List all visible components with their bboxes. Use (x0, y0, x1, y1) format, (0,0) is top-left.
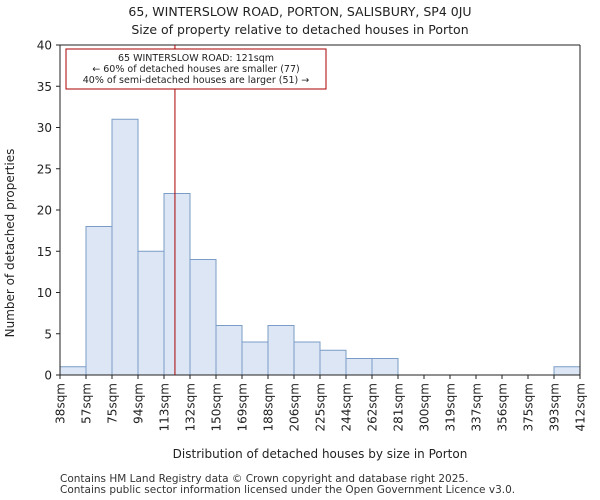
x-tick-label-319sqm: 319sqm (444, 383, 458, 431)
y-tick-label-0: 0 (44, 369, 52, 383)
bar-206sqm (293, 341, 321, 376)
footer-line-1: Contains HM Land Registry data © Crown c… (60, 473, 469, 485)
x-tick-label-206sqm: 206sqm (288, 383, 302, 431)
y-tick-label-15: 15 (37, 245, 52, 259)
y-tick-label-25: 25 (37, 162, 52, 176)
bar-262sqm (371, 358, 399, 376)
bar-57sqm (85, 226, 113, 376)
bar-244sqm (345, 358, 373, 376)
y-axis-label: Number of detached properties (3, 149, 17, 338)
chart-title: 65, WINTERSLOW ROAD, PORTON, SALISBURY, … (128, 4, 472, 19)
x-tick-label-356sqm: 356sqm (496, 383, 510, 431)
bar-169sqm (241, 341, 269, 376)
annotation-line-3: 40% of semi-detached houses are larger (… (83, 75, 310, 86)
annotation-line-2: ← 60% of detached houses are smaller (77… (92, 64, 299, 75)
x-tick-label-300sqm: 300sqm (418, 383, 432, 431)
annotation-box (65, 48, 327, 90)
bar-225sqm (319, 349, 347, 376)
y-tick-label-30: 30 (37, 121, 52, 135)
x-tick-label-113sqm: 113sqm (158, 383, 172, 431)
footer-line-2: Contains public sector information licen… (60, 484, 516, 496)
y-tick-label-10: 10 (37, 286, 52, 300)
x-tick-label-150sqm: 150sqm (210, 383, 224, 431)
x-tick-label-75sqm: 75sqm (106, 383, 120, 424)
x-tick-label-132sqm: 132sqm (184, 383, 198, 431)
x-tick-label-225sqm: 225sqm (314, 383, 328, 431)
bar-94sqm (137, 250, 165, 376)
x-tick-label-244sqm: 244sqm (340, 383, 354, 431)
x-tick-label-94sqm: 94sqm (132, 383, 146, 424)
bar-75sqm (111, 118, 139, 376)
y-tick-label-5: 5 (44, 327, 52, 341)
chart-subtitle: Size of property relative to detached ho… (131, 22, 469, 37)
y-tick-label-20: 20 (37, 204, 52, 218)
bar-38sqm (59, 366, 87, 376)
bar-113sqm (163, 193, 191, 376)
x-tick-label-188sqm: 188sqm (262, 383, 276, 431)
x-axis-label: Distribution of detached houses by size … (173, 447, 468, 461)
y-tick-label-40: 40 (37, 39, 52, 53)
x-tick-label-169sqm: 169sqm (236, 383, 250, 431)
bar-188sqm (267, 325, 295, 376)
y-tick-label-35: 35 (37, 80, 52, 94)
bar-150sqm (215, 325, 243, 376)
bar-393sqm (553, 366, 581, 376)
x-tick-label-393sqm: 393sqm (548, 383, 562, 431)
marker-group: 65 WINTERSLOW ROAD: 121sqm← 60% of detac… (65, 45, 327, 375)
x-tick-label-262sqm: 262sqm (366, 383, 380, 431)
x-tick-label-337sqm: 337sqm (470, 383, 484, 431)
annotation-line-1: 65 WINTERSLOW ROAD: 121sqm (118, 53, 274, 64)
x-tick-label-281sqm: 281sqm (392, 383, 406, 431)
bars-group (59, 118, 581, 376)
x-tick-label-412sqm: 412sqm (574, 383, 588, 431)
x-tick-label-38sqm: 38sqm (54, 383, 68, 424)
x-tick-label-57sqm: 57sqm (80, 383, 94, 424)
bar-132sqm (189, 259, 217, 376)
axes-group: 0 5 10 15 20 25 30 35 40 38sqm 57sqm 75sqm 94sqm 113s… (37, 39, 588, 432)
x-tick-label-375sqm: 375sqm (522, 383, 536, 431)
